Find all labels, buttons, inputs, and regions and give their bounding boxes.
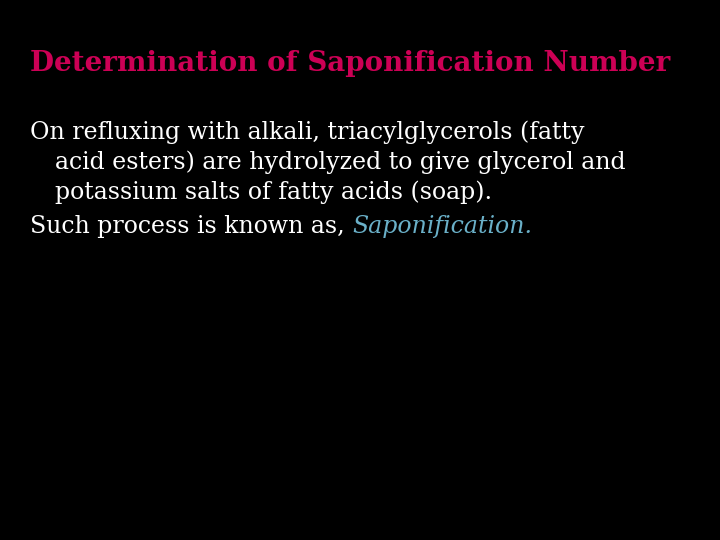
Text: acid esters) are hydrolyzed to give glycerol and: acid esters) are hydrolyzed to give glyc…	[55, 150, 626, 173]
Text: Such process is known as,: Such process is known as,	[30, 215, 352, 238]
Text: Determination of Saponification Number: Determination of Saponification Number	[30, 50, 670, 77]
Text: Saponification.: Saponification.	[352, 215, 532, 238]
Text: potassium salts of fatty acids (soap).: potassium salts of fatty acids (soap).	[55, 180, 492, 204]
Text: On refluxing with alkali, triacylglycerols (fatty: On refluxing with alkali, triacylglycero…	[30, 120, 585, 144]
